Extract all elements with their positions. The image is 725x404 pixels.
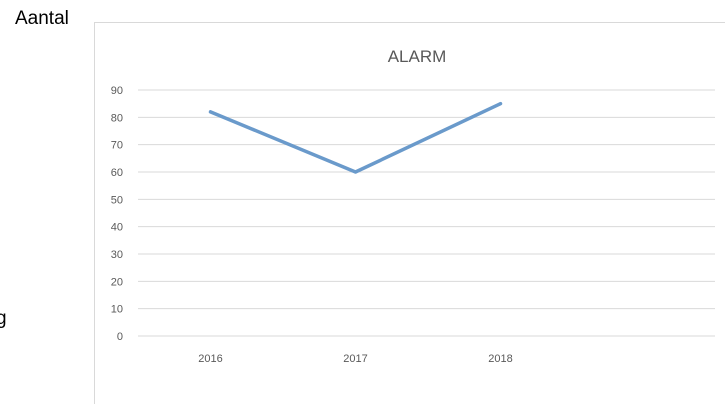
- y-axis-caption: Aantal: [15, 8, 69, 29]
- chart-area: [94, 22, 725, 404]
- y-tick-label: 90: [111, 85, 123, 97]
- x-tick-label: 2018: [488, 353, 512, 365]
- x-axis-ticks: 2016 2017 2018: [198, 353, 512, 365]
- y-tick-label: 60: [111, 167, 123, 179]
- gridlines: [138, 89, 715, 337]
- cut-off-label: g: [0, 308, 7, 329]
- series-layer: [208, 101, 503, 174]
- data-point-2016: [209, 110, 212, 114]
- y-tick-label: 40: [111, 222, 123, 234]
- y-tick-label: 0: [117, 331, 123, 343]
- x-tick-label: 2016: [198, 353, 222, 365]
- y-tick-label: 10: [111, 304, 123, 316]
- data-point-2018: [499, 102, 502, 106]
- series-line: [208, 101, 503, 174]
- chart-title: ALARM: [388, 47, 447, 66]
- y-tick-label: 50: [111, 194, 123, 206]
- x-tick-label: 2017: [343, 353, 367, 365]
- y-tick-label: 70: [111, 140, 123, 152]
- data-point-2017: [354, 170, 357, 174]
- y-tick-label: 20: [111, 276, 123, 288]
- y-axis-ticks: 0 10 20 30 40 50 60 70 80 90: [111, 85, 123, 343]
- y-tick-label: 30: [111, 249, 123, 261]
- y-tick-label: 80: [111, 112, 123, 124]
